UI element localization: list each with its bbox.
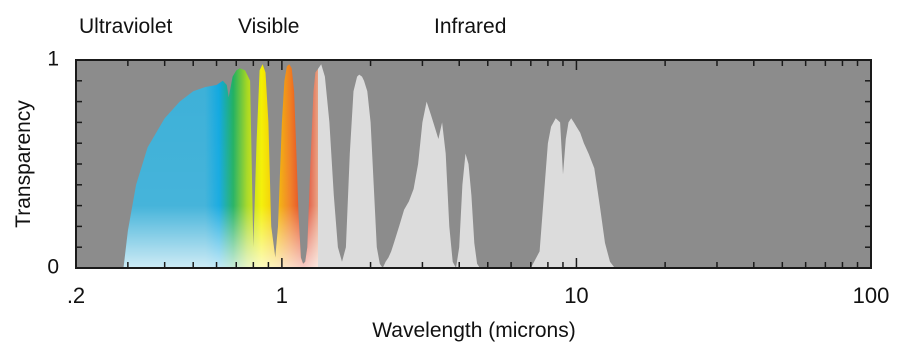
y-axis-label: Transparency — [12, 100, 35, 228]
y-tick-label-0: 0 — [47, 256, 59, 279]
x-tick-label-0-2: .2 — [67, 283, 85, 308]
y-tick-label-1: 1 — [47, 48, 59, 71]
band-label-visible: Visible — [238, 15, 299, 38]
infrared-transmission-area — [318, 64, 871, 268]
x-tick-label-1: 1 — [276, 283, 288, 308]
axis-ticks — [75, 60, 872, 268]
x-tick-label-100: 100 — [853, 283, 890, 308]
band-label-ultraviolet: Ultraviolet — [79, 15, 173, 38]
band-label-infrared: Infrared — [434, 15, 506, 38]
x-tick-label-10: 10 — [564, 283, 588, 308]
x-axis-label: Wavelength (microns) — [372, 319, 575, 342]
visible-spectrum-fade — [123, 64, 318, 268]
